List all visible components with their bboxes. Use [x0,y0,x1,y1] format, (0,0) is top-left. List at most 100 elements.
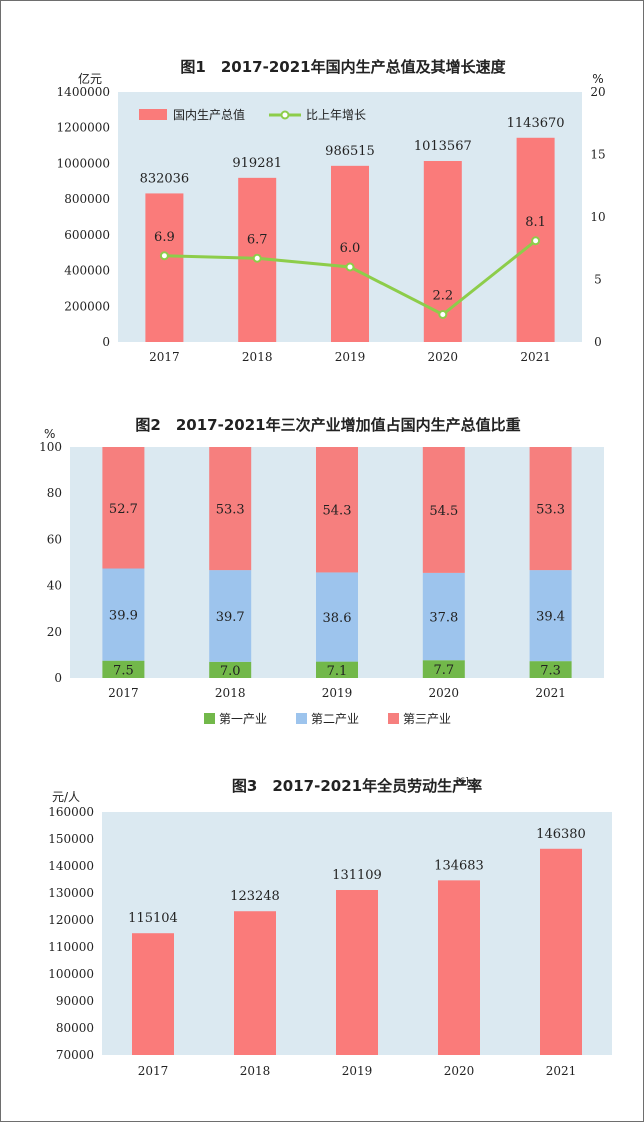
chart3-x-tick: 2018 [240,1064,271,1078]
chart1-x-tick: 2021 [520,350,551,364]
chart3-bar-label: 134683 [434,858,484,873]
chart3-y-tick: 160000 [48,805,94,819]
chart1-right-tick: 10 [590,210,605,224]
chart1-left-unit: 亿元 [78,71,102,86]
chart-labor-productivity: 图3 2017-2021年全员劳动生产率 [6] 元/人 160000 15000… [48,777,612,1078]
chart2-bar-segment [102,447,145,569]
chart3-bars: 115104 123248 131109 134683 146380 [128,827,586,1055]
chart1-left-tick: 1000000 [57,156,110,170]
chart2-y-tick: 0 [54,671,62,685]
chart1-title: 图1 2017-2021年国内生产总值及其增长速度 [180,58,506,76]
chart2-segment-label: 7.1 [327,664,348,679]
chart3-x-tick: 2020 [444,1064,475,1078]
chart1-bar-label: 1143670 [507,116,565,131]
chart3-y-tick: 130000 [48,886,94,900]
chart1-x-tick: 2018 [242,350,273,364]
chart2-segment-label: 39.9 [109,609,138,624]
legend-label-primary: 第一产业 [219,712,267,726]
chart1-right-axis: 20 15 10 5 0 [590,85,605,349]
chart2-bar-segment [209,661,252,678]
chart-gdp: 图1 2017-2021年国内生产总值及其增长速度 亿元 % 1400000 12… [57,58,606,364]
chart3-bar-label: 131109 [332,868,382,883]
chart1-bar-label: 919281 [232,156,282,171]
chart2-bar-segment [529,570,572,662]
chart2-bar-segment [529,447,572,571]
chart1-right-tick: 5 [594,273,602,287]
chart1-growth-point [345,262,355,272]
chart2-segment-label: 7.7 [433,663,454,678]
chart2-bars: 7.5 39.9 52.7 7.0 39.7 53.3 7.1 38.6 54.3 7.7 37.8… [102,447,572,679]
chart1-x-tick: 2017 [149,350,180,364]
chart1-right-unit: % [592,72,603,86]
chart3-y-tick: 90000 [56,994,94,1008]
chart2-y-axis: 100 80 60 40 20 0 [39,440,62,685]
chart1-growth-label: 6.7 [247,232,268,247]
chart3-y-tick: 80000 [56,1021,94,1035]
chart2-x-tick: 2018 [215,686,246,700]
chart2-segment-label: 53.3 [216,503,245,518]
chart1-x-tick: 2020 [428,350,459,364]
chart2-bar-segment [422,660,465,678]
chart3-bar [132,933,174,1055]
legend-swatch-primary [204,713,215,724]
chart2-unit: % [44,427,55,441]
chart2-segment-label: 52.7 [109,502,138,517]
chart2-bar-segment [316,661,358,678]
chart1-legend: 国内生产总值 比上年增长 [139,107,366,122]
chart2-y-tick: 60 [47,532,62,546]
chart2-bar-segment [209,447,252,571]
chart1-growth-label: 6.0 [340,241,361,256]
chart2-segment-label: 54.5 [429,504,458,519]
chart2-bar-segment [316,447,358,573]
chart3-title: 图3 2017-2021年全员劳动生产率 [232,777,482,795]
chart1-growth-label: 6.9 [154,230,175,245]
chart1-right-tick: 20 [590,85,605,99]
chart3-title-footnote: [6] [456,777,469,787]
chart3-bar [438,880,480,1055]
legend-label-tertiary: 第三产业 [403,712,451,726]
chart2-segment-label: 54.3 [323,504,352,519]
chart3-bar [336,890,378,1055]
chart3-unit: 元/人 [52,790,80,804]
chart2-bar-segment [316,572,358,662]
chart2-segment-label: 38.6 [323,611,352,626]
chart2-segment-label: 39.4 [536,610,565,625]
chart2-y-tick: 40 [47,579,62,593]
chart3-bar [234,911,276,1055]
chart1-bar-label: 986515 [325,144,375,159]
chart3-y-tick: 100000 [48,967,94,981]
chart2-segment-label: 37.8 [429,611,458,626]
legend-swatch-gdp [139,109,167,120]
chart3-x-tick: 2021 [546,1064,577,1078]
chart1-growth-label: 2.2 [432,289,453,304]
chart2-x-tick: 2017 [108,686,139,700]
chart-industry-share: 图2 2017-2021年三次产业增加值占国内生产总值比重 % 100 80 60 4… [39,416,604,726]
legend-label-growth: 比上年增长 [306,108,366,122]
legend-label-gdp: 国内生产总值 [173,107,245,122]
chart1-left-tick: 800000 [64,192,110,206]
chart3-y-tick: 70000 [56,1048,94,1062]
chart1-left-axis: 1400000 1200000 1000000 800000 600000 400000 2… [57,85,110,349]
chart2-x-tick: 2019 [322,686,353,700]
chart1-right-tick: 15 [590,148,605,162]
chart3-x-axis: 2017 2018 2019 2020 2021 [138,1064,577,1078]
chart2-y-tick: 20 [47,625,62,639]
chart3-y-tick: 110000 [48,940,94,954]
chart1-left-tick: 0 [102,335,110,349]
chart1-growth-line: 6.9 6.7 6.0 2.2 8.1 [154,215,546,319]
chart1-x-tick: 2019 [335,350,366,364]
chart3-bar-label: 123248 [230,889,280,904]
chart1-right-tick: 0 [594,335,602,349]
chart2-bar-segment [529,661,572,678]
chart3-bar-label: 146380 [536,827,586,842]
chart3-bar-label: 115104 [128,911,178,926]
chart3-y-tick: 120000 [48,913,94,927]
chart3-x-tick: 2017 [138,1064,169,1078]
chart3-bar [540,848,582,1055]
chart1-left-tick: 600000 [64,228,110,242]
chart2-legend: 第一产业 第二产业 第三产业 [204,712,451,726]
chart1-growth-point [531,236,541,246]
chart2-segment-label: 7.3 [540,664,561,679]
chart2-bar-segment [102,568,145,661]
